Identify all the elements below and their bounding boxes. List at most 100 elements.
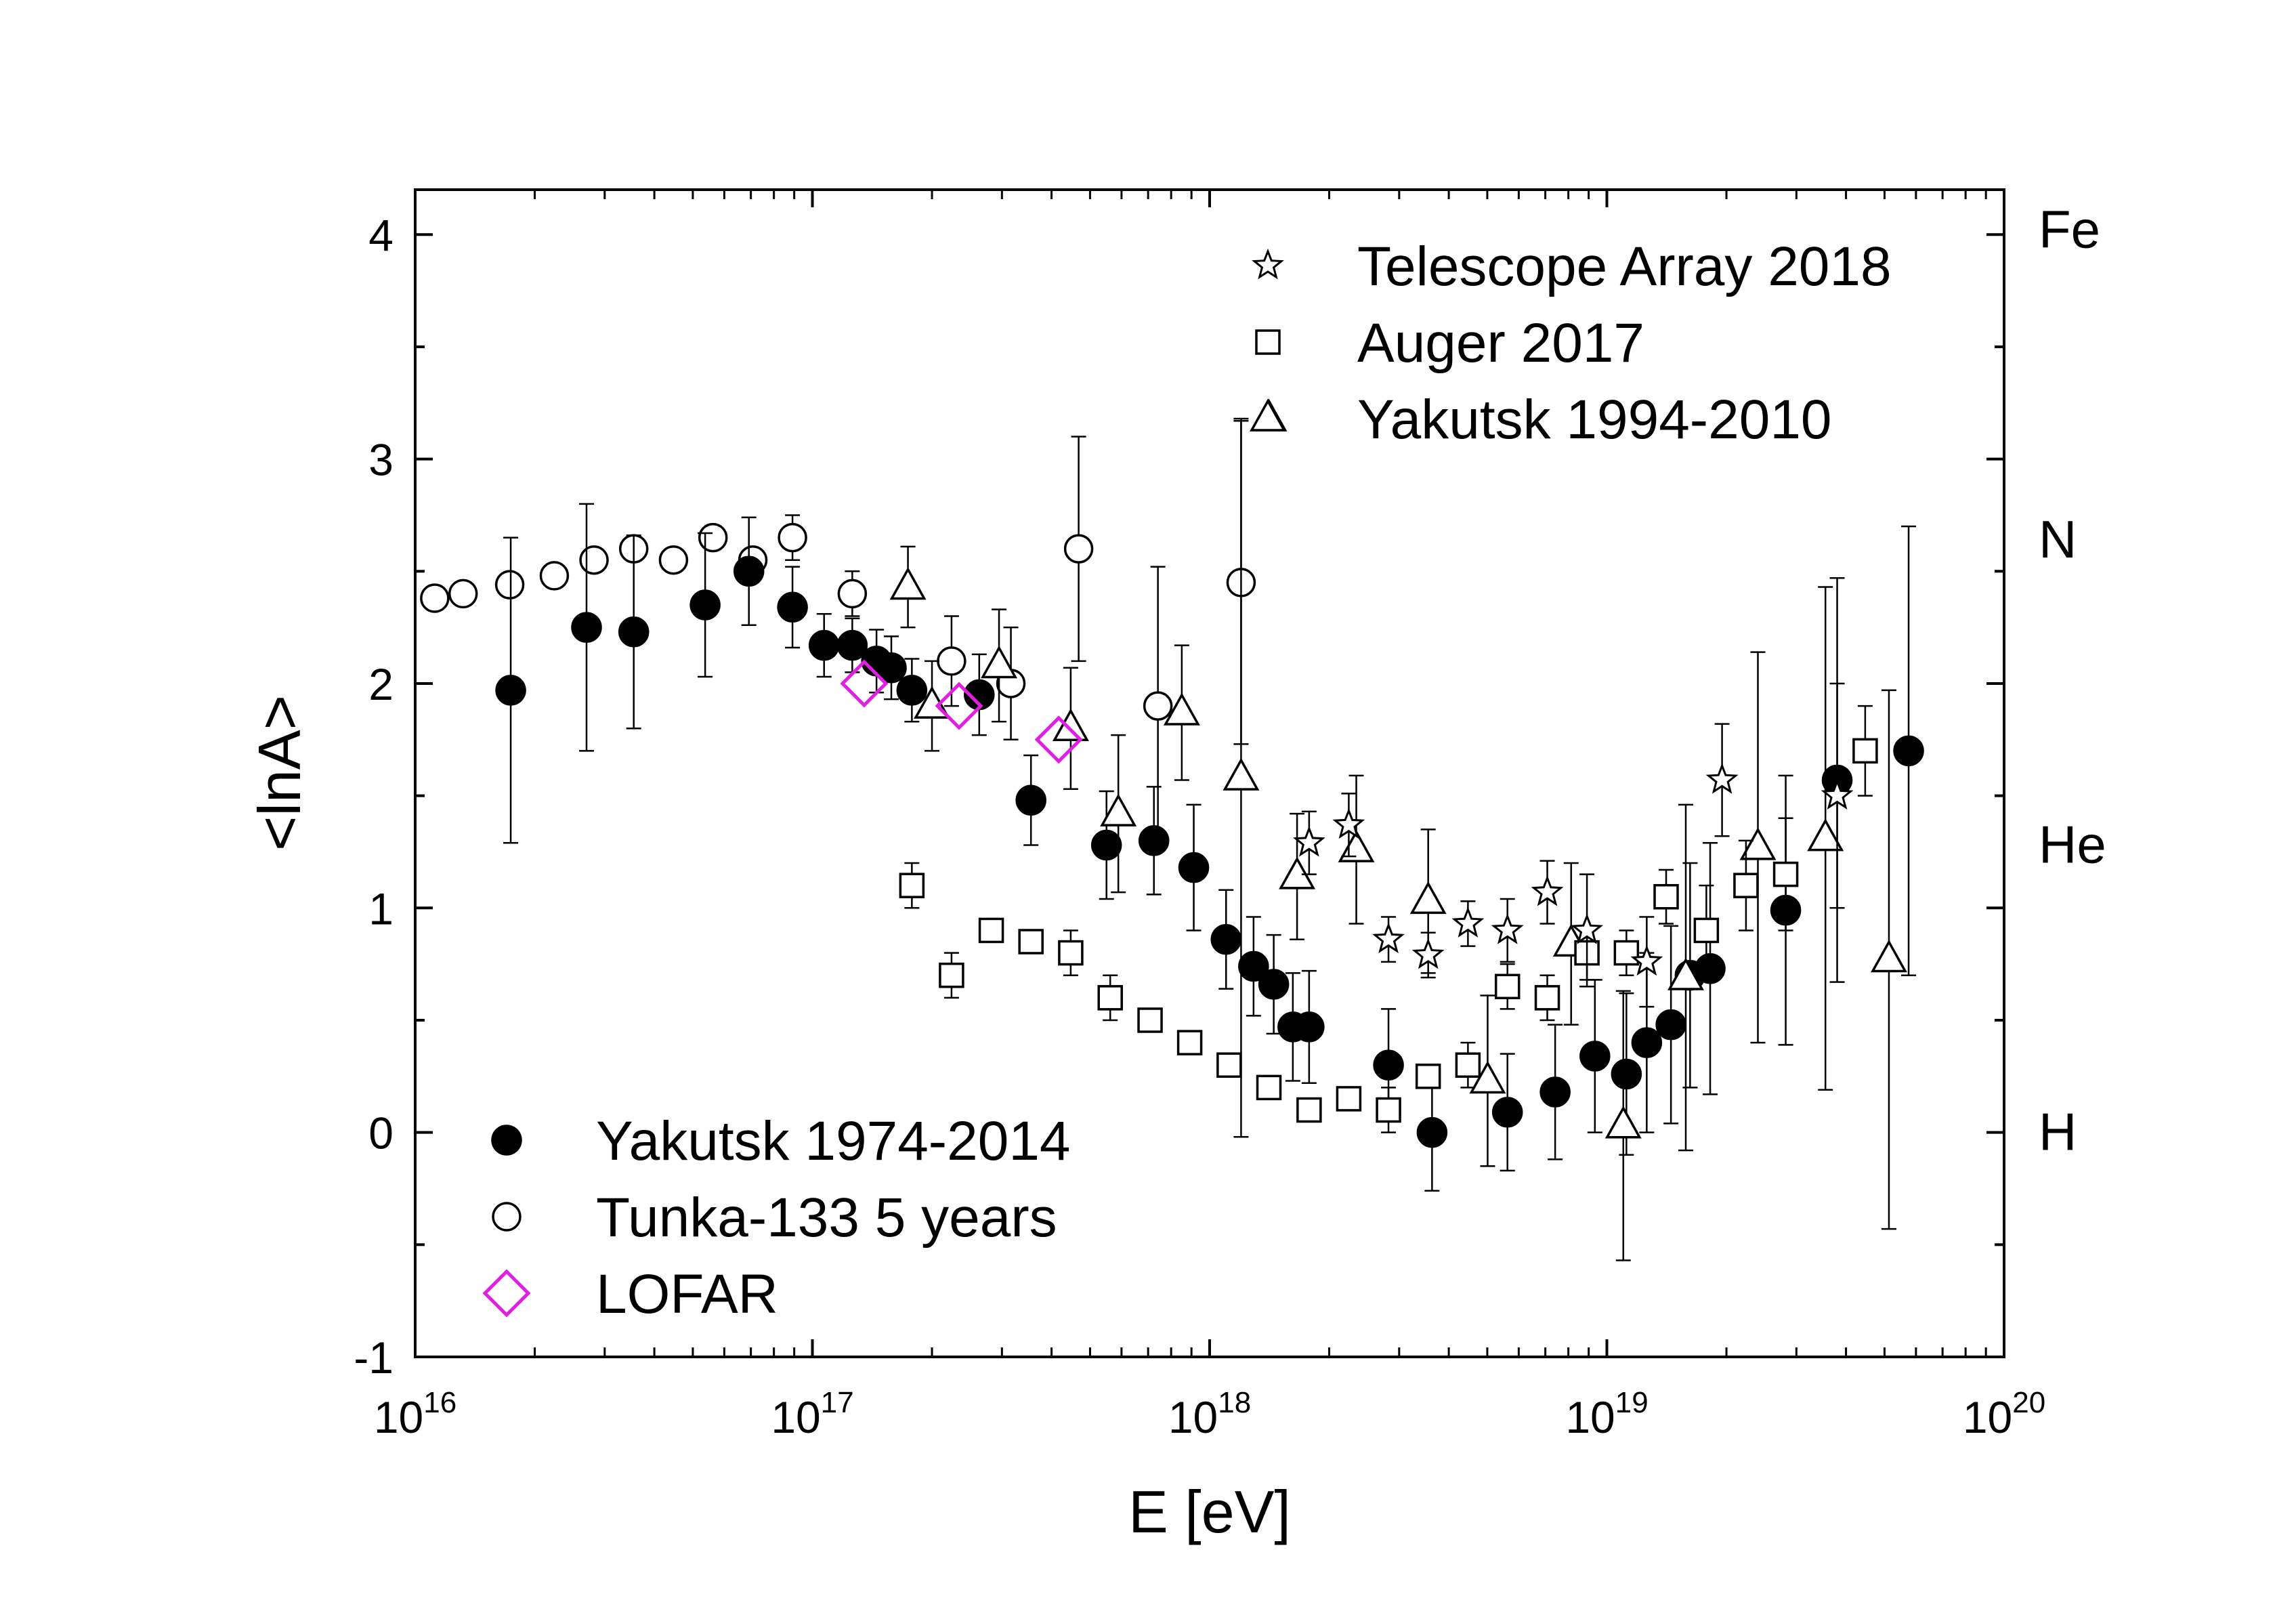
legend-entry: Yakutsk 1994-2010 (1357, 389, 1832, 450)
data-point (1571, 913, 1604, 944)
data-point (1015, 784, 1046, 816)
data-point (1058, 940, 1084, 966)
data-point (1373, 1049, 1404, 1081)
data-point (981, 645, 1018, 679)
legend-marker (492, 1202, 522, 1232)
data-point (1534, 985, 1560, 1011)
data-point (1852, 738, 1878, 764)
x-tick-label: 1017 (771, 1386, 853, 1442)
data-point (1052, 708, 1089, 741)
series-yakutsk-1994-2010 (889, 398, 1907, 1261)
element-label: N (2039, 509, 2077, 569)
legend-marker (482, 1269, 531, 1318)
data-point (1210, 923, 1242, 955)
y-axis-label: <lnA> (246, 695, 313, 851)
legend-top-right: Telescope Array 2018 Auger 2017 Yakutsk 19… (1250, 236, 1892, 450)
data-point (1491, 913, 1524, 944)
data-point (1455, 1052, 1481, 1078)
data-point (1451, 906, 1485, 938)
data-point (1294, 1011, 1325, 1043)
data-point (978, 917, 1004, 944)
data-point (1336, 1086, 1362, 1112)
x-tick-label: 1019 (1565, 1386, 1648, 1442)
data-point (1871, 939, 1907, 973)
x-tick-label: 1016 (374, 1386, 456, 1442)
data-point (1416, 1116, 1448, 1148)
data-point (1693, 917, 1720, 944)
legend-entry: LOFAR (596, 1263, 778, 1325)
data-point (571, 612, 602, 643)
data-point (939, 962, 964, 988)
legend-entry: Yakutsk 1974-2014 (596, 1110, 1071, 1172)
data-point (689, 589, 721, 621)
element-label: Fe (2039, 200, 2100, 259)
data-point (1539, 1076, 1571, 1108)
data-point (1579, 1041, 1611, 1072)
data-point (1143, 691, 1173, 721)
y-tick-label: 1 (368, 883, 394, 934)
data-point (1332, 808, 1365, 839)
data-point (420, 583, 450, 613)
series-yakutsk-1974-2014 (495, 503, 1924, 1192)
data-point (658, 545, 689, 575)
legend-marker (1255, 329, 1281, 355)
element-label: H (2039, 1102, 2077, 1162)
data-point (1531, 875, 1564, 906)
data-point (1667, 957, 1704, 990)
data-point (1733, 873, 1759, 898)
element-label: He (2039, 815, 2106, 875)
legend-entry: Tunka-133 5 years (596, 1187, 1057, 1249)
data-point (808, 629, 840, 661)
y-tick-label: 2 (368, 659, 394, 709)
data-point (1292, 826, 1325, 857)
legend-entry: Auger 2017 (1357, 312, 1644, 374)
data-point (1739, 827, 1777, 860)
data-point (1653, 883, 1679, 910)
data-point (1491, 1097, 1523, 1128)
data-point (1090, 829, 1122, 861)
data-point (698, 522, 728, 553)
data-point (1376, 1097, 1401, 1123)
y-tick-label: 4 (368, 210, 394, 260)
data-point (836, 629, 868, 661)
data-point (889, 566, 927, 600)
data-point (494, 570, 525, 600)
data-point (937, 646, 966, 676)
data-point (1034, 715, 1083, 764)
data-point (1630, 944, 1663, 976)
data-point (1063, 534, 1094, 564)
legend-marker (1250, 398, 1286, 432)
data-point (1137, 1007, 1163, 1033)
x-tick-label: 1020 (1963, 1386, 2045, 1442)
data-point (1655, 1009, 1686, 1041)
data-point (777, 591, 808, 623)
data-point (1256, 1074, 1282, 1101)
data-point (733, 555, 765, 587)
legend-marker (491, 1125, 522, 1156)
data-point (1411, 938, 1445, 969)
data-point (1138, 825, 1170, 856)
data-point (1176, 1030, 1203, 1055)
legend-entry: Telescope Array 2018 (1357, 236, 1892, 297)
series-telescope-array-2018 (1292, 682, 1854, 1008)
data-point (1238, 950, 1269, 982)
data-point (1631, 1027, 1663, 1058)
data-point (935, 681, 983, 730)
data-point (876, 652, 907, 684)
data-point (1821, 778, 1854, 810)
data-point (1415, 1064, 1441, 1089)
series-lofar (840, 659, 1083, 764)
data-point (1163, 692, 1200, 726)
data-point (1613, 940, 1640, 966)
data-point (1178, 852, 1210, 883)
data-point (837, 579, 868, 609)
data-point (579, 545, 609, 575)
data-point (1695, 953, 1726, 984)
data-point (495, 675, 526, 706)
data-point (1018, 929, 1044, 955)
data-point (1604, 1106, 1642, 1139)
data-point (1494, 973, 1521, 1000)
data-point (778, 522, 807, 553)
